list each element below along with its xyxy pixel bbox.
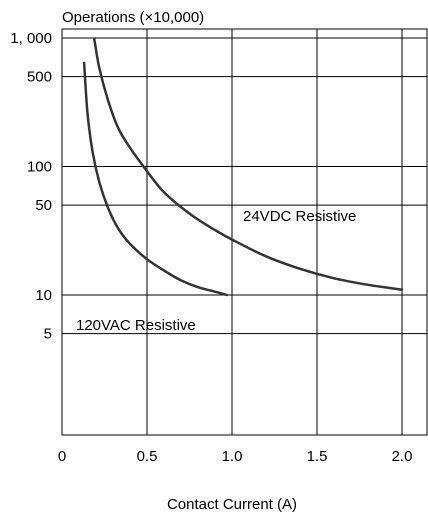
y-tick-label: 50 bbox=[35, 197, 52, 214]
x-tick-label: 1.5 bbox=[307, 448, 328, 465]
x-tick-label: 2.0 bbox=[392, 448, 413, 465]
tick-labels: 0 0.5 1.0 1.5 2.0 1, 000 500 100 50 10 5 bbox=[10, 30, 412, 465]
series-line-24vdc bbox=[93, 37, 404, 291]
y-tick-label: 1, 000 bbox=[10, 30, 52, 47]
grid bbox=[62, 29, 427, 435]
y-tick-label: 100 bbox=[27, 159, 52, 176]
chart-title: Operations (×10,000) bbox=[62, 9, 204, 26]
plot-frame bbox=[61, 28, 428, 436]
y-tick-label: 10 bbox=[35, 287, 52, 304]
series-label-120vac: 120VAC Resistive bbox=[76, 317, 196, 334]
series-label-24vdc: 24VDC Resistive bbox=[243, 208, 356, 225]
series-line-120vac bbox=[82, 61, 229, 297]
x-tick-label: 0.5 bbox=[137, 448, 158, 465]
x-tick-label: 1.0 bbox=[222, 448, 243, 465]
y-tick-label: 5 bbox=[44, 326, 52, 343]
y-tick-label: 500 bbox=[27, 69, 52, 86]
x-axis-label: Contact Current (A) bbox=[167, 496, 297, 513]
x-tick-label: 0 bbox=[58, 448, 66, 465]
series-group bbox=[82, 37, 404, 297]
